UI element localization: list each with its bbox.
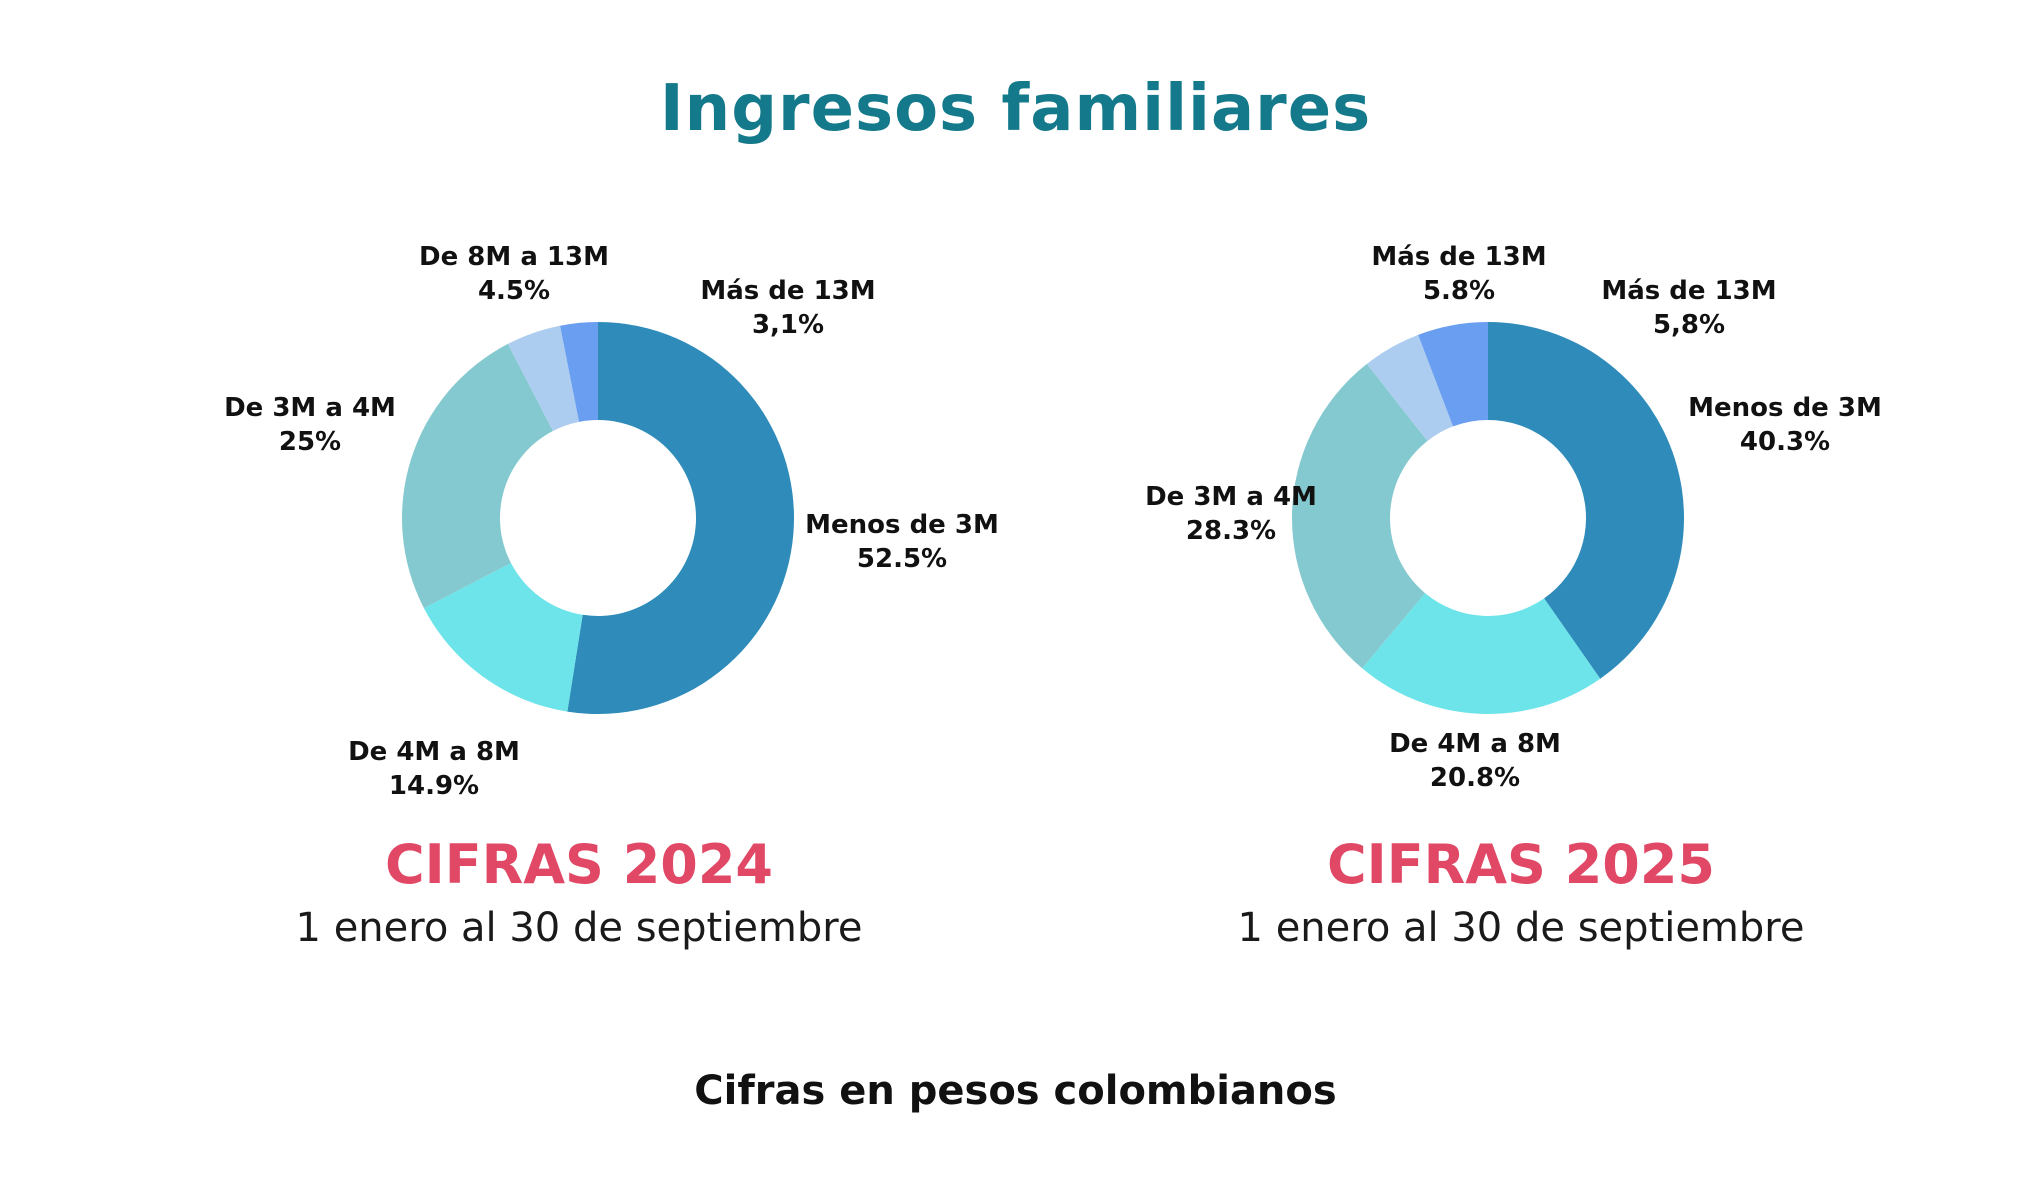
slice-label-value: 28.3% (1185, 516, 1277, 546)
slice-label-value: 3,1% (751, 310, 825, 340)
slice-label: De 4M a 8M 14.9% (348, 735, 520, 803)
slice-label-name: De 3M a 4M (224, 393, 396, 423)
donut-slice (567, 322, 794, 714)
slice-label-value: 52.5% (856, 544, 948, 574)
slice-label: Menos de 3M 52.5% (805, 508, 999, 576)
slice-label-value: 25% (278, 427, 342, 457)
donut-slice (1418, 322, 1488, 427)
donut-slice (423, 563, 583, 712)
slice-label-name: Menos de 3M (805, 510, 999, 540)
slice-label-name: Más de 13M (700, 276, 876, 306)
slice-label-name: Menos de 3M (1688, 393, 1882, 423)
donut-slice (1362, 593, 1601, 714)
slice-label-name: De 4M a 8M (348, 737, 520, 767)
donut-chart-2025: Menos de 3M 40.3% De 4M a 8M 20.8% De 3M a 4… (1015, 240, 2030, 820)
slice-label: Más de 13M 3,1% (700, 274, 875, 342)
donut-svg (1292, 322, 1684, 714)
slice-label-name: De 8M a 13M (419, 242, 609, 272)
slice-label-value: 4.5% (477, 276, 551, 306)
donut-slice (402, 343, 553, 609)
page-title: Ingresos familiares (659, 72, 1372, 146)
caption-period-2024: 1 enero al 30 de septiembre (295, 905, 863, 951)
slice-label: De 4M a 8M 20.8% (1389, 727, 1561, 795)
caption-year-2025: CIFRAS 2025 (1327, 833, 1715, 896)
caption-2024: CIFRAS 2024 1 enero al 30 de septiembre (179, 830, 979, 956)
slice-label: Menos de 3M 40.3% (1688, 391, 1882, 459)
donut-slice (507, 325, 580, 431)
slice-label-name: De 4M a 8M (1389, 729, 1561, 759)
slice-label: Más de 13M 5.8% (1371, 240, 1546, 308)
slice-label-name: Más de 13M (1371, 242, 1547, 272)
donut-slice (1366, 334, 1454, 441)
donut-slice (1292, 363, 1428, 669)
slice-label: De 3M a 4M 25% (224, 391, 396, 459)
slice-label-name: Más de 13M (1601, 276, 1777, 306)
slice-label-value: 5,8% (1652, 310, 1726, 340)
caption-2025: CIFRAS 2025 1 enero al 30 de septiembre (1121, 830, 1921, 956)
donut-svg (402, 322, 794, 714)
caption-period-2025: 1 enero al 30 de septiembre (1237, 905, 1805, 951)
slice-label: Más de 13M 5,8% (1601, 274, 1776, 342)
slice-label: De 8M a 13M 4.5% (419, 240, 609, 308)
slice-label-value: 14.9% (388, 771, 480, 801)
donut-slice (1488, 322, 1684, 679)
slice-label: De 3M a 4M 28.3% (1145, 480, 1317, 548)
donut-chart-2024: Menos de 3M 52.5% De 4M a 8M 14.9% De 3M a 4… (0, 240, 1015, 820)
caption-year-2024: CIFRAS 2024 (385, 833, 773, 896)
slice-label-value: 20.8% (1429, 763, 1521, 793)
donut-slice (560, 322, 598, 422)
slice-label-value: 40.3% (1739, 427, 1831, 457)
slice-label-value: 5.8% (1422, 276, 1496, 306)
footer-note: Cifras en pesos colombianos (694, 1068, 1337, 1114)
slice-label-name: De 3M a 4M (1145, 482, 1317, 512)
